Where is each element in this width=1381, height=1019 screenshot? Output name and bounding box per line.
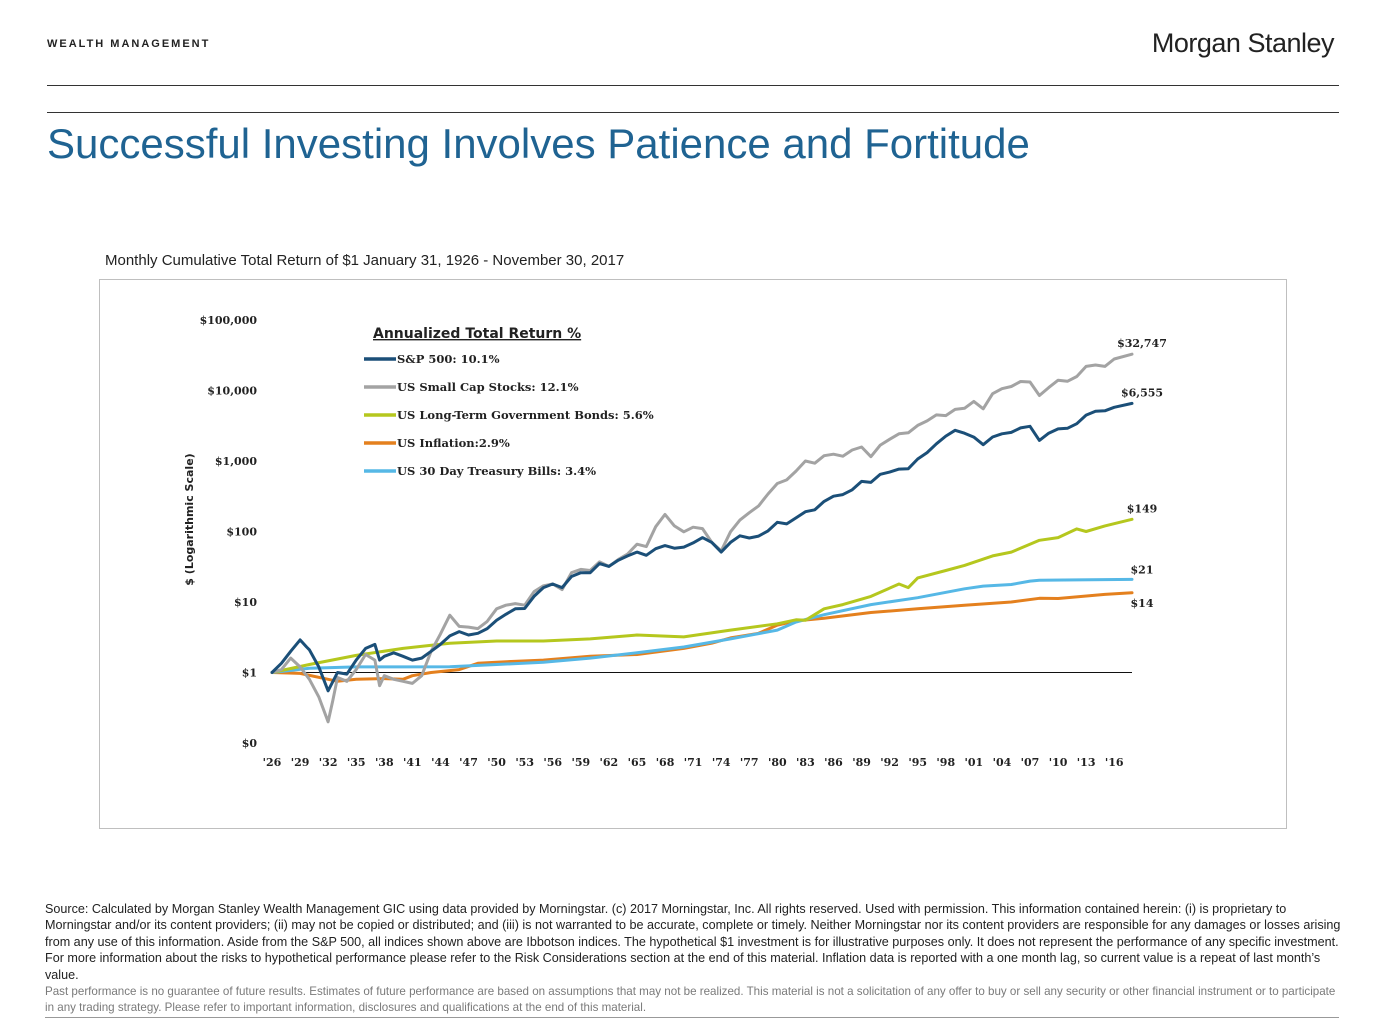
y-tick-label: $10,000 <box>207 385 257 398</box>
x-tick-label: '38 <box>375 756 394 769</box>
end-value-label: $149 <box>1127 502 1158 515</box>
x-tick-label: '86 <box>824 756 843 769</box>
x-tick-label: '04 <box>993 756 1012 769</box>
y-tick-label: $100 <box>226 526 257 539</box>
x-tick-label: '65 <box>628 756 647 769</box>
x-tick-label: '89 <box>852 756 871 769</box>
x-tick-label: '01 <box>965 756 984 769</box>
x-tick-label: '50 <box>487 756 506 769</box>
legend-title: Annualized Total Return % <box>373 326 581 342</box>
x-tick-label: '41 <box>403 756 422 769</box>
y-tick-label: $100,000 <box>200 314 258 327</box>
x-tick-label: '62 <box>600 756 619 769</box>
y-tick-label: $1,000 <box>215 455 257 468</box>
y-tick-label: $10 <box>234 596 257 609</box>
x-tick-label: '35 <box>347 756 366 769</box>
x-tick-label: '10 <box>1049 756 1068 769</box>
morgan-stanley-logo: Morgan Stanley <box>1151 28 1335 58</box>
x-tick-label: '77 <box>740 756 759 769</box>
chart-title: Monthly Cumulative Total Return of $1 Ja… <box>105 252 625 269</box>
x-tick-label: '74 <box>712 756 731 769</box>
x-tick-label: '47 <box>459 756 478 769</box>
performance-disclaimer: Past performance is no guarantee of futu… <box>45 985 1336 1014</box>
x-tick-label: '32 <box>319 756 338 769</box>
series-line <box>270 401 1134 693</box>
legend-entry: US Small Cap Stocks: 12.1% <box>397 380 579 394</box>
series-line <box>270 352 1134 724</box>
end-value-label: $14 <box>1131 597 1154 610</box>
x-tick-label: '83 <box>796 756 815 769</box>
series-line <box>270 517 1134 674</box>
footer-divider <box>45 1017 1339 1018</box>
x-tick-label: '71 <box>684 756 703 769</box>
x-tick-label: '68 <box>656 756 675 769</box>
end-value-label: $32,747 <box>1117 337 1167 350</box>
x-tick-label: '80 <box>768 756 787 769</box>
legend-entry: US 30 Day Treasury Bills: 3.4% <box>397 464 596 478</box>
x-tick-label: '26 <box>263 756 282 769</box>
legend-entry: US Long-Term Government Bonds: 5.6% <box>397 408 654 422</box>
series-line <box>270 577 1134 674</box>
legend-entry: US Inflation:2.9% <box>397 436 510 450</box>
page-title: Successful Investing Involves Patience a… <box>47 120 1030 167</box>
x-tick-label: '07 <box>1021 756 1040 769</box>
end-value-label: $21 <box>1131 563 1154 576</box>
y-tick-label: $1 <box>242 667 257 680</box>
legend-entry: S&P 500: 10.1% <box>397 352 500 366</box>
y-tick-label: $0 <box>242 737 258 750</box>
x-tick-label: '13 <box>1077 756 1096 769</box>
x-tick-label: '44 <box>431 756 450 769</box>
x-tick-label: '92 <box>880 756 899 769</box>
chart-frame: $100,000 $10,000 $1,000 $100 $10 $1 $0 '26 '29 '3… <box>99 279 1287 829</box>
x-tick-label: '16 <box>1105 756 1124 769</box>
cumulative-return-chart: $100,000 $10,000 $1,000 $100 $10 $1 $0 '26 '29 '3… <box>183 314 1167 769</box>
source-note: Source: Calculated by Morgan Stanley Wea… <box>45 902 1341 982</box>
header-divider-top <box>47 85 1339 86</box>
header-divider-bottom <box>47 112 1339 113</box>
x-tick-label: '59 <box>571 756 590 769</box>
x-tick-label: '95 <box>908 756 927 769</box>
end-value-label: $6,555 <box>1121 386 1163 399</box>
x-tick-label: '98 <box>936 756 955 769</box>
wealth-management-label: WEALTH MANAGEMENT <box>47 38 211 50</box>
y-axis-label: $ (Logarithmic Scale) <box>183 453 196 585</box>
x-tick-label: '53 <box>515 756 534 769</box>
x-tick-label: '29 <box>291 756 310 769</box>
x-tick-label: '56 <box>543 756 562 769</box>
